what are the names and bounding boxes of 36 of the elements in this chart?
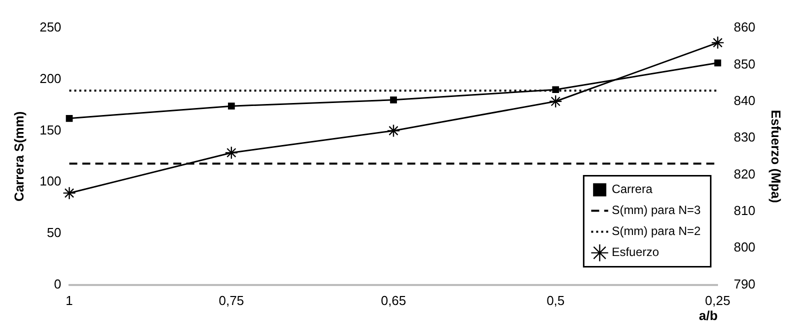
y-tick-label: 0 (54, 276, 62, 292)
y-tick-label: 200 (40, 70, 62, 86)
y-axis-title: Carrera S(mm) (11, 111, 26, 202)
legend-label: S(mm) para N=3 (612, 203, 702, 218)
x-tick-label: 1 (66, 293, 73, 308)
y-tick-label: 250 (40, 20, 62, 35)
y2-tick-label: 860 (734, 20, 756, 35)
y2-tick-label: 820 (734, 166, 756, 182)
y2-tick-label: 810 (734, 203, 756, 218)
point (549, 94, 562, 108)
legend-label: S(mm) para N=2 (612, 224, 702, 238)
y2-axis-title: Esfuerzo (Mpa) (768, 110, 784, 203)
point (228, 102, 235, 110)
x-tick-label: 0,25 (705, 293, 730, 308)
y-tick-label: 50 (46, 225, 62, 240)
y2-tick-label: 850 (734, 56, 756, 72)
point (224, 146, 238, 160)
point (66, 114, 73, 122)
point (386, 124, 400, 138)
y-tick-label: 100 (40, 174, 62, 189)
x-tick-label: 0,5 (546, 293, 565, 308)
x-tick-label: 0,75 (218, 293, 244, 308)
y2-tick-label: 790 (734, 276, 756, 292)
y2-tick-label: 830 (734, 130, 756, 145)
point (711, 36, 724, 50)
point (552, 86, 560, 94)
point (62, 186, 76, 200)
y-tick-label: 150 (40, 122, 62, 138)
legend-label: Esfuerzo (612, 245, 660, 260)
point (390, 96, 397, 104)
legend-label: Carrera (612, 182, 653, 196)
x-axis-title: a/b (698, 308, 718, 323)
x-tick-label: 0,65 (380, 293, 406, 308)
point (714, 59, 722, 66)
y2-tick-label: 840 (734, 92, 756, 108)
y2-tick-label: 800 (734, 240, 756, 255)
